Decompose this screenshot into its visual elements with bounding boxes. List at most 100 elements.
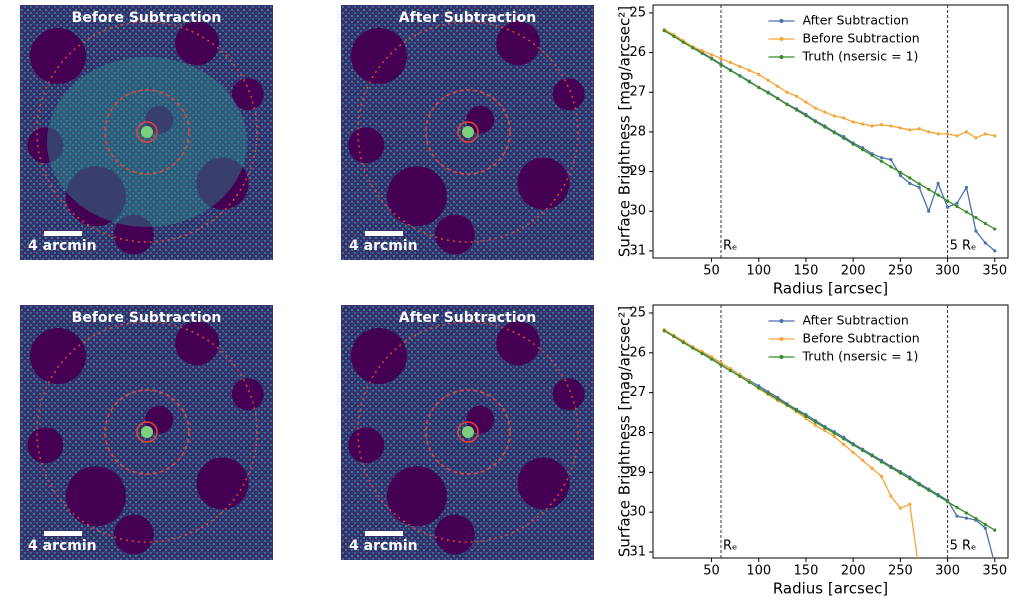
data-point xyxy=(804,114,808,118)
y-tick-label: 31 xyxy=(629,243,646,258)
scale-bar xyxy=(44,531,82,536)
x-tick-label: 200 xyxy=(841,564,866,579)
data-point xyxy=(861,148,865,152)
data-point xyxy=(974,215,978,220)
data-point xyxy=(889,465,893,470)
y-axis-label: Surface Brightness [mag/arcsec²] xyxy=(616,306,634,557)
legend-marker xyxy=(779,37,784,41)
data-point xyxy=(728,60,733,65)
data-point xyxy=(945,205,950,209)
x-tick-label: 250 xyxy=(888,564,913,579)
data-point xyxy=(766,78,770,82)
data-point xyxy=(917,182,921,186)
data-point xyxy=(719,363,723,367)
scale-label: 4 arcmin xyxy=(28,538,97,554)
data-point xyxy=(898,173,902,178)
data-point xyxy=(842,437,846,441)
x-tick-label: 50 xyxy=(703,264,720,279)
data-point xyxy=(823,426,827,430)
data-point xyxy=(917,185,921,190)
data-point xyxy=(719,361,723,365)
data-point xyxy=(785,403,789,407)
y-tick-label: 27 xyxy=(629,385,646,400)
data-point xyxy=(785,102,789,107)
center xyxy=(141,426,153,438)
image-panel: After Subtraction 4 arcmin xyxy=(341,5,594,260)
legend-label: Before Subtraction xyxy=(803,31,920,46)
y-tick-label: 26 xyxy=(629,45,646,60)
data-point xyxy=(955,505,959,509)
data-point xyxy=(889,124,893,128)
data-point xyxy=(974,229,978,233)
data-point xyxy=(700,51,704,55)
data-point xyxy=(719,63,723,67)
data-point xyxy=(691,46,695,50)
scale-label: 4 arcmin xyxy=(349,238,418,254)
data-point xyxy=(728,68,733,73)
data-point xyxy=(908,128,912,132)
y-tick-label: 31 xyxy=(629,545,646,560)
data-point xyxy=(662,329,666,333)
data-point xyxy=(785,90,789,94)
y-tick-label: 29 xyxy=(629,465,646,480)
aperture-ring xyxy=(357,321,579,543)
x-tick-label: 100 xyxy=(746,564,771,579)
data-point xyxy=(908,181,912,186)
data-point xyxy=(964,516,969,520)
y-tick-label: 29 xyxy=(629,164,646,179)
data-point xyxy=(804,100,808,104)
x-tick-label: 350 xyxy=(982,264,1007,279)
data-point xyxy=(747,68,751,73)
data-point xyxy=(898,471,902,475)
data-point xyxy=(794,94,799,98)
masked-region xyxy=(434,514,475,555)
reference-label: Rₑ xyxy=(723,239,737,254)
masked-region xyxy=(65,466,126,527)
data-point xyxy=(993,134,997,138)
y-tick-label: 25 xyxy=(629,305,646,320)
data-point xyxy=(898,126,902,130)
data-point xyxy=(851,450,855,455)
aperture-ring xyxy=(36,21,258,243)
image-panel: After Subtraction 4 arcmin xyxy=(341,305,594,560)
data-point xyxy=(879,474,884,478)
data-point xyxy=(662,29,666,33)
image-panel: Before Subtraction 4 arcmin xyxy=(20,305,273,560)
data-point xyxy=(870,124,874,128)
data-point xyxy=(832,431,836,435)
data-point xyxy=(993,249,997,253)
x-tick-label: 300 xyxy=(935,564,960,579)
series-group xyxy=(662,27,997,253)
masked-region xyxy=(113,514,154,555)
data-point xyxy=(936,193,940,197)
data-point xyxy=(842,116,846,120)
legend-label: After Subtraction xyxy=(803,313,909,328)
aperture-ring xyxy=(425,389,511,475)
data-point xyxy=(955,204,959,209)
data-point xyxy=(794,408,799,413)
data-point xyxy=(813,106,817,110)
series-line xyxy=(664,30,996,230)
series-line xyxy=(663,330,996,531)
legend-label: Before Subtraction xyxy=(803,331,920,346)
data-point xyxy=(709,57,714,61)
y-tick-label: 27 xyxy=(629,85,646,100)
x-tick-label: 50 xyxy=(703,564,720,579)
data-point xyxy=(889,494,893,498)
masked-region xyxy=(145,105,174,134)
aperture-ring xyxy=(425,89,511,175)
masked-region xyxy=(231,78,264,111)
data-point xyxy=(908,502,912,506)
data-point xyxy=(700,352,704,356)
data-point xyxy=(870,153,874,157)
data-point xyxy=(927,209,931,213)
data-point xyxy=(757,72,761,76)
data-point xyxy=(936,181,940,186)
x-tick-label: 300 xyxy=(935,264,960,279)
data-point xyxy=(945,132,950,136)
data-point xyxy=(672,34,676,38)
series-line xyxy=(663,329,918,558)
data-point xyxy=(842,442,846,447)
data-point xyxy=(993,528,997,532)
data-point xyxy=(955,514,959,518)
